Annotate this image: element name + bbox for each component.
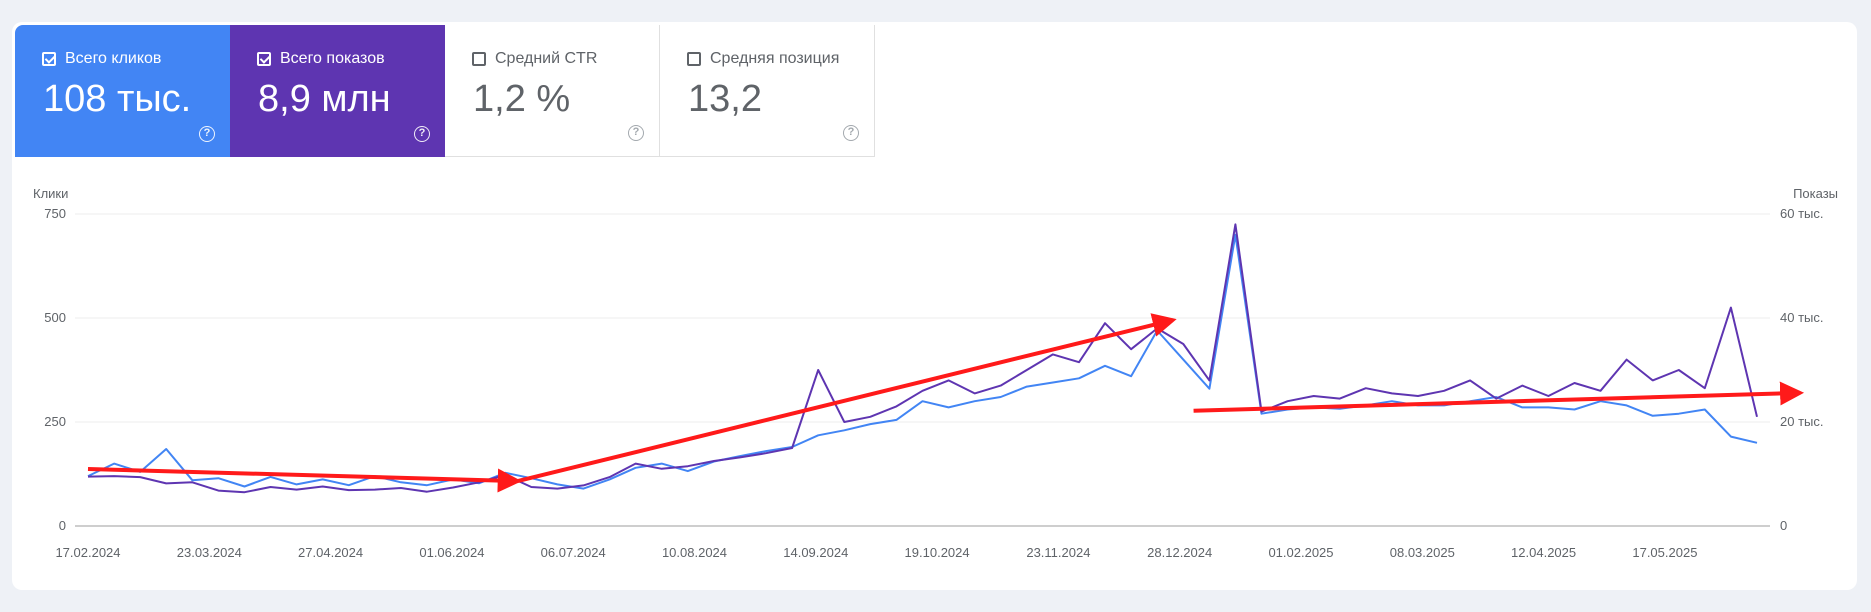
x-tick-label: 08.03.2025 <box>1390 545 1455 560</box>
y-right-tick-label: 20 тыс. <box>1780 414 1823 429</box>
y-left-tick-label: 500 <box>44 310 66 325</box>
x-tick-label: 23.03.2024 <box>177 545 242 560</box>
metric-tile-ctr[interactable]: Средний CTR 1,2 % ? <box>445 25 660 157</box>
x-tick-label: 12.04.2025 <box>1511 545 1576 560</box>
trend-arrow <box>517 313 1177 484</box>
x-tick-label: 06.07.2024 <box>541 545 606 560</box>
metric-tile-impressions[interactable]: Всего показов 8,9 млн ? <box>230 25 445 157</box>
trend-arrow <box>87 467 522 493</box>
x-tick-label: 14.09.2024 <box>783 545 848 560</box>
x-tick-label: 27.04.2024 <box>298 545 363 560</box>
series-line-clicks <box>87 233 1758 490</box>
x-tick-label: 10.08.2024 <box>662 545 727 560</box>
metric-value: 8,9 млн <box>258 78 391 120</box>
help-icon[interactable]: ? <box>199 126 215 142</box>
x-tick-label: 17.02.2024 <box>55 545 120 560</box>
metric-label: Всего показов <box>280 50 385 67</box>
x-tick-label: 17.05.2025 <box>1632 545 1697 560</box>
metric-value: 108 тыс. <box>43 78 192 120</box>
y-right-tick-label: 60 тыс. <box>1780 206 1823 221</box>
x-tick-label: 28.12.2024 <box>1147 545 1212 560</box>
y-right-tick-label: 40 тыс. <box>1780 310 1823 325</box>
checkbox-unchecked-icon[interactable] <box>472 52 486 66</box>
help-icon[interactable]: ? <box>628 125 644 141</box>
x-tick-label: 01.06.2024 <box>419 545 484 560</box>
x-tick-label: 19.10.2024 <box>905 545 970 560</box>
performance-card: Всего кликов 108 тыс. ? Всего показов 8,… <box>12 22 1857 590</box>
y-left-tick-label: 0 <box>59 518 66 533</box>
y-right-tick-label: 0 <box>1780 518 1787 533</box>
metric-tile-position[interactable]: Средняя позиция 13,2 ? <box>660 25 875 157</box>
y-left-tick-label: 750 <box>44 206 66 221</box>
metric-label: Всего кликов <box>65 50 162 67</box>
metric-value: 13,2 <box>688 78 762 120</box>
metric-value: 1,2 % <box>473 78 571 120</box>
metric-tiles: Всего кликов 108 тыс. ? Всего показов 8,… <box>15 25 875 157</box>
metric-label: Средний CTR <box>495 50 598 67</box>
metric-tile-clicks[interactable]: Всего кликов 108 тыс. ? <box>15 25 230 157</box>
trend-arrow <box>1193 381 1805 413</box>
series-line-impressions <box>87 223 1758 494</box>
metric-label: Средняя позиция <box>710 50 840 67</box>
checkbox-checked-icon[interactable] <box>42 52 56 66</box>
checkbox-checked-icon[interactable] <box>257 52 271 66</box>
help-icon[interactable]: ? <box>843 125 859 141</box>
x-tick-label: 23.11.2024 <box>1026 545 1090 560</box>
x-tick-label: 01.02.2025 <box>1268 545 1333 560</box>
help-icon[interactable]: ? <box>414 126 430 142</box>
y-right-axis-title: Показы <box>1793 186 1838 201</box>
y-left-tick-label: 250 <box>44 414 66 429</box>
y-left-axis-title: Клики <box>33 186 68 201</box>
checkbox-unchecked-icon[interactable] <box>687 52 701 66</box>
